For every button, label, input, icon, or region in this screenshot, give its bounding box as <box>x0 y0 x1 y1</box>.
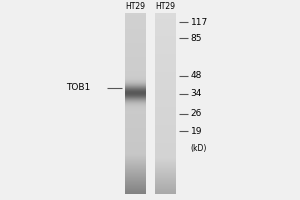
Text: 19: 19 <box>190 127 202 136</box>
Text: HT29: HT29 <box>155 2 175 11</box>
Text: 26: 26 <box>190 109 202 118</box>
Text: HT29: HT29 <box>125 2 145 11</box>
Text: 48: 48 <box>190 71 202 80</box>
Text: (kD): (kD) <box>190 144 207 153</box>
Text: 117: 117 <box>190 18 208 27</box>
Text: 85: 85 <box>190 34 202 43</box>
Text: TOB1: TOB1 <box>66 83 90 92</box>
Text: 34: 34 <box>190 89 202 98</box>
